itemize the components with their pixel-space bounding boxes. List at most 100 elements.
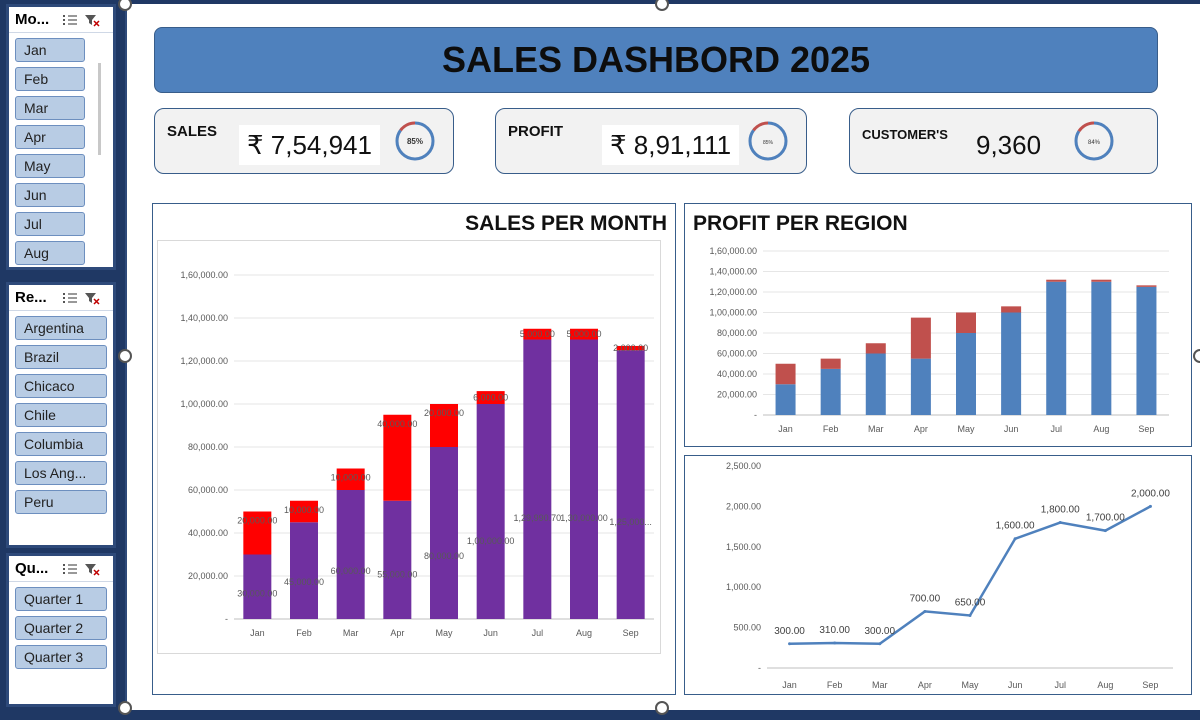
bar-top-jan [775, 363, 796, 385]
multi-select-icon[interactable] [59, 11, 81, 29]
bar-base-aug [570, 339, 598, 619]
profit-per-region-chart[interactable]: - 20,000.00 40,000.00 60,000.00 80,000.00 1,0… [687, 239, 1187, 445]
data-label: 310.00 [819, 625, 850, 636]
slicer-item-quarter-2[interactable]: Quarter 2 [15, 616, 107, 640]
resize-handle-bottom-left[interactable] [118, 701, 132, 715]
line-point [1058, 521, 1062, 525]
kpi-value: ₹ 7,54,941 [239, 125, 380, 165]
line-point [833, 641, 837, 645]
slicer-header: Re... [9, 285, 113, 311]
y-tick-label: 80,000.00 [717, 328, 757, 338]
x-tick-label: Feb [827, 680, 843, 690]
slicer-item-mar[interactable]: Mar [15, 96, 85, 120]
y-tick-label: 1,40,000.00 [180, 313, 228, 323]
kpi-label: CUSTOMER'S [862, 127, 948, 142]
slicer-item-feb[interactable]: Feb [15, 67, 85, 91]
slicer-item-chile[interactable]: Chile [15, 403, 107, 427]
slicer-item-quarter-1[interactable]: Quarter 1 [15, 587, 107, 611]
data-label: 20,000.00 [424, 408, 464, 418]
trend-line-chart[interactable]: - 500.00 1,000.00 1,500.00 2,000.00 2,500.00 3… [687, 458, 1187, 692]
data-label: 20,000.00 [237, 516, 277, 526]
slicer-item-peru[interactable]: Peru [15, 490, 107, 514]
data-label: 5,000.00 [566, 329, 601, 339]
region-slicer: Re... Argentina Brazil Chicaco Chile Col… [6, 282, 116, 548]
bar-base-may [430, 447, 458, 619]
kpi-card-profit: PROFIT ₹ 8,91,111 85% [495, 108, 807, 174]
bar-base-jul [523, 339, 552, 619]
multi-select-icon[interactable] [59, 560, 81, 578]
resize-handle-top-left[interactable] [118, 0, 132, 11]
data-label: 650.00 [955, 597, 986, 608]
clear-filter-icon[interactable] [81, 11, 103, 29]
slicer-item-argentina[interactable]: Argentina [15, 316, 107, 340]
y-tick-label: 1,60,000.00 [709, 246, 757, 256]
y-tick-label: 60,000.00 [717, 349, 757, 359]
y-tick-label: 20,000.00 [188, 571, 228, 581]
x-tick-label: Jan [778, 424, 793, 434]
slicer-item-chicaco[interactable]: Chicaco [15, 374, 107, 398]
clear-filter-icon[interactable] [81, 560, 103, 578]
x-tick-label: Sep [623, 628, 639, 638]
line-point [1103, 529, 1107, 533]
x-tick-label: Apr [918, 680, 932, 690]
y-tick-label: 40,000.00 [717, 369, 757, 379]
resize-handle-middle-left[interactable] [118, 349, 132, 363]
multi-select-icon[interactable] [59, 289, 81, 307]
data-label: 10,000.00 [284, 505, 324, 515]
line-point [923, 609, 927, 613]
slicer-item-quarter-3[interactable]: Quarter 3 [15, 645, 107, 669]
data-label: 6,000.00 [473, 393, 508, 403]
x-tick-label: Mar [343, 628, 359, 638]
x-tick-label: Jul [532, 628, 544, 638]
profit-per-region-panel: PROFIT PER REGION - 20,000.00 40,000.00 60,… [684, 203, 1192, 447]
x-tick-label: May [957, 424, 975, 434]
x-tick-label: Mar [872, 680, 888, 690]
y-tick-label: 1,20,000.00 [709, 287, 757, 297]
slicer-item-jan[interactable]: Jan [15, 38, 85, 62]
bar-base-feb [290, 522, 318, 619]
slicer-item-los-angeles[interactable]: Los Ang... [15, 461, 107, 485]
y-tick-label: 20,000.00 [717, 390, 757, 400]
kpi-card-customers: CUSTOMER'S 9,360 84% [849, 108, 1158, 174]
quarter-slicer: Qu... Quarter 1 Quarter 2 Quarter 3 [6, 553, 116, 707]
slicer-item-columbia[interactable]: Columbia [15, 432, 107, 456]
resize-handle-top-middle[interactable] [655, 0, 669, 11]
kpi-ring-text: 85% [763, 140, 774, 146]
slicer-item-jun[interactable]: Jun [15, 183, 85, 207]
y-tick-label: 40,000.00 [188, 528, 228, 538]
x-tick-label: Jul [1050, 424, 1062, 434]
x-tick-label: Aug [1097, 680, 1113, 690]
kpi-ring: 85% [748, 121, 788, 161]
data-label: 300.00 [774, 626, 805, 637]
slicer-item-apr[interactable]: Apr [15, 125, 85, 149]
resize-handle-middle-right[interactable] [1193, 349, 1200, 363]
x-tick-label: Apr [914, 424, 928, 434]
chart-title: PROFIT PER REGION [693, 212, 908, 235]
kpi-ring: 84% [1074, 121, 1114, 161]
x-tick-label: Aug [576, 628, 592, 638]
month-slicer: Mo... Jan Feb Mar Apr May Jun Jul Aug [6, 4, 116, 270]
bar-top-feb [820, 358, 841, 369]
y-tick-label: 2,500.00 [726, 461, 761, 471]
slicer-item-brazil[interactable]: Brazil [15, 345, 107, 369]
bar-top-may [956, 312, 976, 333]
y-tick-label: 2,000.00 [726, 501, 761, 511]
bar-top-jun [476, 391, 505, 404]
kpi-value: ₹ 8,91,111 [602, 125, 740, 165]
x-tick-label: Feb [296, 628, 312, 638]
x-tick-label: May [961, 680, 979, 690]
clear-filter-icon[interactable] [81, 289, 103, 307]
bar-top-apr [383, 414, 412, 501]
resize-handle-bottom-middle[interactable] [655, 701, 669, 715]
slicer-item-may[interactable]: May [15, 154, 85, 178]
slicer-title: Qu... [15, 560, 49, 577]
slicer-scrollbar[interactable] [98, 63, 101, 155]
sales-per-month-chart[interactable]: -20,000.0040,000.0060,000.0080,000.001,0… [157, 240, 661, 654]
slicer-item-aug[interactable]: Aug [15, 241, 85, 265]
slicer-item-jul[interactable]: Jul [15, 212, 85, 236]
x-tick-label: Feb [823, 424, 839, 434]
data-label: 80,000.00 [424, 551, 464, 561]
kpi-ring-remainder [395, 121, 435, 161]
bar-top-jan [243, 511, 272, 555]
data-label: 2,000.00 [613, 343, 648, 353]
